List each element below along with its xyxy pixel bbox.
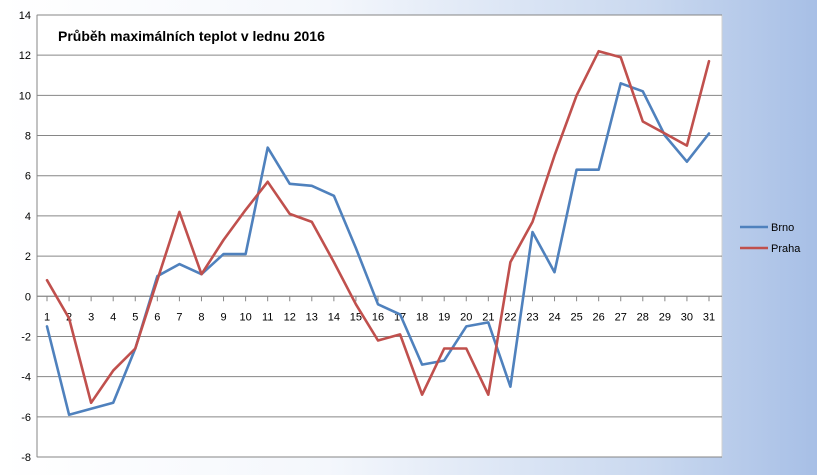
x-tick-label: 22	[504, 311, 516, 323]
x-tick-label: 13	[306, 311, 318, 323]
x-tick-label: 12	[284, 311, 296, 323]
x-tick-label: 7	[176, 311, 182, 323]
x-tick-label: 31	[703, 311, 715, 323]
legend: Brno Praha	[740, 222, 801, 255]
x-tick-label: 27	[615, 311, 627, 323]
x-tick-label: 21	[482, 311, 494, 323]
x-tick-label: 4	[110, 311, 116, 323]
x-tick-label: 26	[593, 311, 605, 323]
y-tick-label: 6	[25, 171, 31, 183]
plot-area	[36, 14, 723, 458]
y-tick-label: 14	[19, 10, 31, 22]
x-tick-label: 10	[239, 311, 251, 323]
series-layer	[45, 49, 711, 417]
x-tick-label: 6	[154, 311, 160, 323]
x-tick-label: 11	[262, 311, 273, 323]
legend-label: Praha	[771, 243, 801, 255]
x-tick-label: 16	[372, 311, 384, 323]
x-tick-label: 29	[659, 311, 671, 323]
x-tick-label: 25	[570, 311, 582, 323]
y-tick-label: -6	[21, 412, 31, 424]
x-tick-label: 5	[132, 311, 138, 323]
x-tick-label: 9	[220, 311, 226, 323]
y-tick-label: 10	[19, 90, 31, 102]
y-tick-label: 8	[25, 131, 31, 143]
x-tick-label: 30	[681, 311, 693, 323]
x-tick-label: 20	[460, 311, 472, 323]
x-tick-label: 19	[438, 311, 450, 323]
x-tick-label: 15	[350, 311, 362, 323]
x-tick-label: 28	[637, 311, 649, 323]
y-tick-label: -4	[21, 372, 31, 384]
legend-label: Brno	[771, 222, 794, 234]
x-tick-label: 24	[548, 311, 560, 323]
series-line-praha	[45, 49, 711, 405]
y-tick-label: -8	[21, 452, 31, 464]
y-tick-label: 12	[19, 50, 31, 62]
y-tick-label: -2	[21, 331, 31, 343]
x-tick-label: 14	[328, 311, 340, 323]
y-tick-label: 0	[25, 291, 31, 303]
y-axis: -8 -6 -4 -2 0 2 4 6 8 10 12 14	[19, 10, 38, 464]
x-tick-label: 3	[88, 311, 94, 323]
x-tick-label: 23	[526, 311, 538, 323]
x-tick-label: 1	[44, 311, 50, 323]
x-tick-label: 18	[416, 311, 428, 323]
chart-title: Průběh maximálních teplot v lednu 2016	[58, 28, 325, 44]
y-tick-label: 4	[25, 211, 31, 223]
y-tick-label: 2	[25, 251, 31, 263]
x-tick-label: 8	[198, 311, 204, 323]
